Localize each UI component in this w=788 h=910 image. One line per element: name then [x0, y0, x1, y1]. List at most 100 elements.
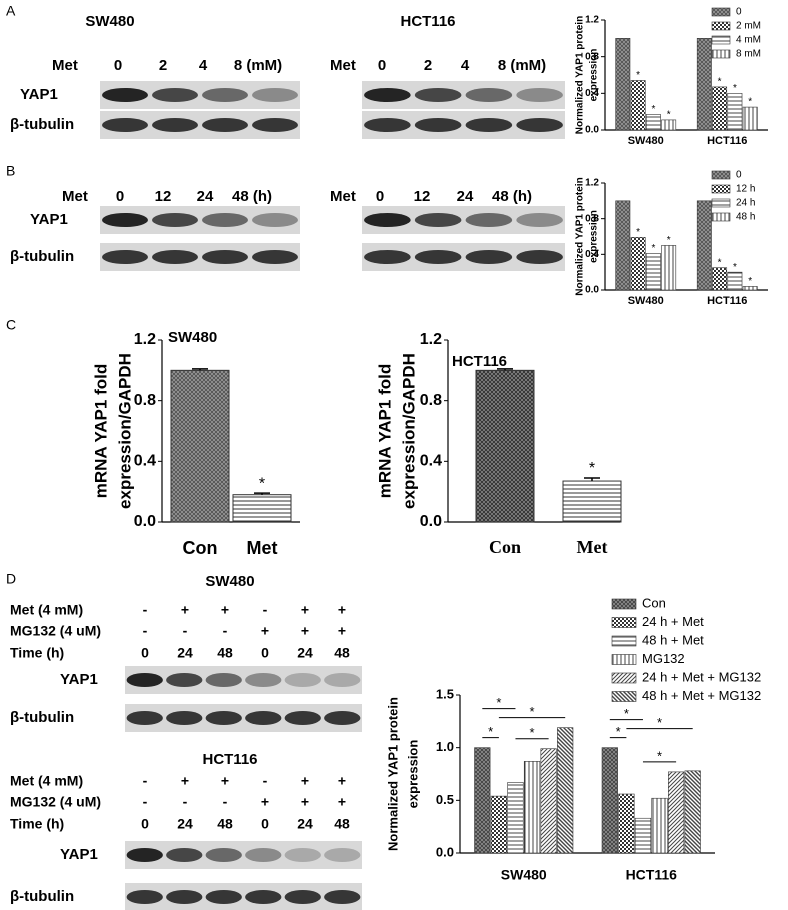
blot-band	[205, 673, 242, 687]
significance-star: *	[636, 70, 640, 81]
significance-star: *	[589, 460, 595, 477]
significance-star: *	[748, 97, 752, 108]
comparison-star: *	[616, 724, 621, 739]
blot-band	[205, 711, 242, 725]
blot-title: HCT116	[202, 751, 257, 768]
condition-mark: 48	[217, 645, 233, 661]
x-tick-label: HCT116	[626, 867, 678, 883]
chart-title: SW480	[168, 329, 217, 346]
comparison-star: *	[530, 704, 535, 719]
blot-band	[465, 213, 513, 227]
legend-swatch	[611, 654, 637, 665]
condition-mark: -	[143, 773, 148, 789]
y-tick-label: 1.2	[585, 178, 599, 189]
blot-band	[324, 711, 361, 725]
bar	[475, 369, 535, 523]
legend-label: 24 h + Met + MG132	[642, 669, 761, 684]
panel-label: A	[6, 3, 16, 19]
bar	[696, 200, 712, 291]
blot-band	[465, 88, 513, 102]
blot-band	[102, 118, 148, 132]
y-tick-label: 0.0	[585, 285, 599, 296]
blot-band	[205, 848, 242, 862]
lane-header: Met	[62, 188, 88, 205]
blot-band	[152, 250, 198, 264]
bar	[661, 119, 677, 131]
bar	[712, 267, 728, 291]
blot-band	[245, 890, 282, 904]
y-tick-label: 0.8	[134, 392, 156, 409]
blot-band	[324, 848, 361, 862]
blot-band	[516, 118, 563, 132]
comparison-star: *	[657, 715, 662, 730]
bar	[474, 747, 491, 854]
legend-swatch	[611, 672, 637, 684]
blot-band	[166, 711, 203, 725]
legend-swatch	[611, 635, 637, 647]
bar	[742, 286, 758, 291]
lane-header: Met	[52, 57, 78, 74]
blot-band	[245, 848, 282, 862]
legend-label: 4 mM	[736, 35, 761, 46]
condition-mark: 24	[177, 816, 193, 832]
legend-label: 0	[736, 170, 742, 181]
blot-band	[126, 848, 163, 862]
legend-label: Con	[642, 595, 666, 610]
error-bar	[192, 368, 208, 371]
blot-band	[516, 213, 563, 227]
y-axis-label: expression	[589, 49, 600, 102]
legend-swatch	[711, 212, 731, 222]
condition-mark: 48	[334, 645, 350, 661]
bar	[630, 237, 646, 291]
blot-band	[465, 250, 513, 264]
blot-band	[102, 88, 148, 102]
lane-label: 12	[155, 188, 172, 205]
legend-label: 2 mM	[736, 21, 761, 32]
blot-band	[414, 88, 462, 102]
y-tick-label: 0.4	[585, 88, 599, 99]
blot-title: HCT116	[400, 13, 455, 30]
lane-label: 48 (h)	[232, 188, 272, 205]
bar	[645, 114, 661, 131]
bar	[232, 494, 292, 523]
blot-band	[126, 673, 163, 687]
panel-label: B	[6, 163, 15, 179]
condition-label: Met (4 mM)	[10, 773, 83, 789]
blot-band	[364, 213, 411, 227]
legend-label: 24 h + Met	[642, 614, 704, 629]
y-axis-label: Normalized YAP1 protein	[385, 697, 400, 851]
legend-label: 48 h + Met	[642, 632, 704, 647]
y-tick-label: 1.2	[420, 331, 442, 348]
significance-star: *	[748, 276, 752, 287]
bar	[523, 761, 541, 854]
legend-swatch	[711, 184, 731, 194]
blot-band	[252, 250, 298, 264]
blot-band	[284, 890, 321, 904]
blot-band	[152, 88, 198, 102]
blot-membrane	[125, 883, 362, 910]
y-tick-label: 0.8	[585, 51, 599, 62]
y-tick-label: 1.0	[436, 739, 454, 754]
condition-mark: +	[301, 602, 309, 618]
blot-band	[202, 213, 248, 227]
bar	[562, 480, 622, 523]
blot-band	[202, 88, 248, 102]
condition-mark: -	[223, 623, 228, 639]
panel-label: C	[6, 317, 16, 333]
blot-band	[465, 118, 513, 132]
significance-star: *	[667, 110, 671, 121]
lane-label: 12	[414, 188, 431, 205]
lane-label: 0	[378, 57, 386, 74]
condition-mark: +	[261, 623, 269, 639]
lane-label: 8 (mM)	[234, 57, 282, 74]
y-axis-label: Normalized YAP1 protein	[575, 16, 586, 134]
condition-mark: -	[143, 623, 148, 639]
row-label: β-tubulin	[10, 116, 74, 133]
bar	[634, 817, 652, 854]
condition-mark: +	[301, 623, 309, 639]
bar	[651, 797, 668, 854]
condition-mark: 24	[177, 645, 193, 661]
condition-mark: -	[143, 794, 148, 810]
y-tick-label: 0.0	[420, 513, 442, 530]
